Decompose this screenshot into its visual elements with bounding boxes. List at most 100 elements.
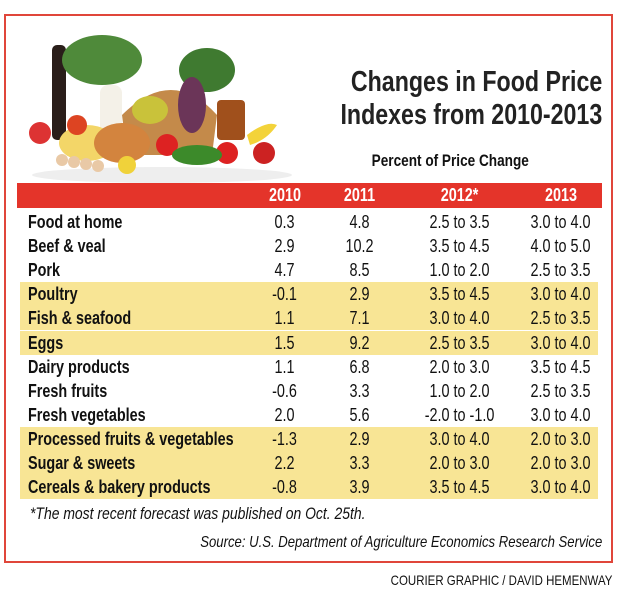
table-cell: 3.9 — [305, 475, 415, 499]
table-cell: 3.0 to 4.0 — [506, 403, 616, 427]
table-cell: 3.5 to 4.5 — [405, 234, 515, 258]
column-header-2012: 2012* — [405, 183, 515, 208]
footnote: *The most recent forecast was published … — [30, 504, 439, 524]
table-cell: 1.1 — [230, 306, 340, 330]
cell-value: 5.6 — [349, 404, 371, 425]
row-label-text: Sugar & sweets — [28, 453, 136, 473]
table-row: Fresh vegetables 2.0 5.6 -2.0 to -1.0 3.0 to… — [20, 403, 598, 427]
cell-value: -0.1 — [272, 284, 298, 305]
table-row: Processed fruits & vegetables -1.3 2.9 3.0 … — [20, 426, 598, 451]
cell-value: 2.5 to 3.5 — [530, 380, 592, 401]
cell-value: 3.9 — [349, 477, 371, 498]
table-row: Fresh fruits -0.6 3.3 1.0 to 2.0 2.5 to 3.5 — [20, 379, 598, 403]
cell-value: 2.9 — [274, 236, 296, 257]
table-cell: 5.6 — [305, 403, 415, 427]
table-cell: -0.8 — [230, 475, 340, 499]
row-label: Eggs — [28, 331, 72, 355]
cell-value: 8.5 — [349, 260, 371, 281]
table-cell: 3.0 to 4.0 — [506, 210, 616, 234]
source-text: Source: U.S. Department of Agriculture E… — [199, 534, 602, 551]
row-label-text: Fresh fruits — [28, 380, 108, 401]
cell-value: 2.2 — [274, 453, 296, 473]
title-line-1: Changes in Food Price — [350, 66, 602, 98]
cell-value: 0.3 — [274, 212, 296, 232]
row-label-text: Pork — [28, 260, 61, 281]
cell-value: 2.5 to 3.5 — [429, 212, 491, 232]
row-label: Fresh fruits — [28, 379, 127, 403]
row-label: Beef & veal — [28, 234, 125, 258]
cell-value: 4.0 to 5.0 — [530, 236, 592, 257]
column-header-text: 2012* — [441, 185, 479, 205]
cell-value: 7.1 — [349, 308, 371, 329]
table-cell: 3.5 to 4.5 — [405, 282, 515, 306]
table-cell: 1.5 — [230, 331, 340, 355]
row-label-text: Beef & veal — [28, 236, 106, 257]
table-cell: 3.0 to 4.0 — [506, 475, 616, 499]
cell-value: -2.0 to -1.0 — [425, 404, 495, 425]
row-label: Fresh vegetables — [28, 403, 175, 427]
cell-value: 3.3 — [349, 453, 371, 473]
table-cell: 2.5 to 3.5 — [506, 379, 616, 403]
cell-value: 1.0 to 2.0 — [429, 380, 491, 401]
row-label: Fish & seafood — [28, 306, 157, 330]
row-label-text: Fresh vegetables — [28, 404, 146, 425]
subtitle: Percent of Price Change — [330, 151, 570, 171]
cell-value: 2.5 to 3.5 — [530, 308, 592, 329]
row-label-text: Dairy products — [28, 356, 130, 377]
row-label: Dairy products — [28, 355, 155, 379]
table-cell: 3.5 to 4.5 — [405, 475, 515, 499]
table-cell: 3.0 to 4.0 — [405, 427, 515, 451]
table-cell: 3.0 to 4.0 — [405, 306, 515, 330]
cell-value: 4.8 — [349, 212, 371, 232]
table-cell: 2.0 to 3.0 — [506, 427, 616, 451]
table-row: Food at home 0.3 4.8 2.5 to 3.5 3.0 to 4.0 — [20, 210, 598, 234]
cell-value: 3.0 to 4.0 — [530, 332, 592, 353]
row-label: Poultry — [28, 282, 90, 306]
table-cell: -0.1 — [230, 282, 340, 306]
table-cell: 2.9 — [230, 234, 340, 258]
table-cell: 0.3 — [230, 210, 340, 234]
row-label: Pork — [28, 258, 68, 282]
cell-value: 2.9 — [349, 428, 371, 449]
source-note: Source: U.S. Department of Agriculture E… — [112, 534, 602, 552]
cell-value: 2.5 to 3.5 — [429, 332, 491, 353]
table-row: Sugar & sweets 2.2 3.3 2.0 to 3.0 2.0 to 3.0 — [20, 451, 598, 475]
column-header-text: 2010 — [268, 185, 302, 205]
table-cell: -2.0 to -1.0 — [405, 403, 515, 427]
table-row: Poultry -0.1 2.9 3.5 to 4.5 3.0 to 4.0 — [20, 282, 598, 307]
table-cell: 4.7 — [230, 258, 340, 282]
table-header: 2010 2011 2012* 2013 — [17, 183, 602, 208]
table-cell: 3.3 — [305, 451, 415, 475]
row-label: Food at home — [28, 210, 146, 234]
cell-value: 3.5 to 4.5 — [530, 356, 592, 377]
table-cell: 2.2 — [230, 451, 340, 475]
cell-value: 9.2 — [349, 332, 371, 353]
table-row: Dairy products 1.1 6.8 2.0 to 3.0 3.5 to 4.5 — [20, 355, 598, 379]
row-label-text: Eggs — [28, 332, 64, 353]
table-cell: 2.5 to 3.5 — [506, 258, 616, 282]
column-header-text: 2013 — [544, 185, 578, 205]
table-cell: 2.5 to 3.5 — [506, 306, 616, 330]
title-line-2: Indexes from 2010-2013 — [340, 99, 602, 131]
cell-value: 3.3 — [349, 380, 371, 401]
cell-value: 2.0 — [274, 404, 296, 425]
table-cell: 3.5 to 4.5 — [506, 355, 616, 379]
cell-value: 3.0 to 4.0 — [429, 308, 491, 329]
cell-value: 3.0 to 4.0 — [530, 212, 592, 232]
footnote-text: *The most recent forecast was published … — [30, 504, 366, 523]
column-header-2011: 2011 — [305, 183, 415, 208]
table-cell: 4.0 to 5.0 — [506, 234, 616, 258]
table-cell: 6.8 — [305, 355, 415, 379]
cell-value: 3.0 to 4.0 — [530, 477, 592, 498]
subtitle-text: Percent of Price Change — [371, 151, 529, 170]
cell-value: 3.5 to 4.5 — [429, 236, 491, 257]
column-header-text: 2011 — [344, 185, 376, 205]
cell-value: 1.1 — [274, 356, 296, 377]
table-row: Fish & seafood 1.1 7.1 3.0 to 4.0 2.5 to 3.5 — [20, 306, 598, 331]
row-label-text: Processed fruits & vegetables — [28, 428, 234, 449]
cell-value: 3.0 to 4.0 — [530, 404, 592, 425]
cell-value: 2.0 to 3.0 — [429, 356, 491, 377]
table-cell: -1.3 — [230, 427, 340, 451]
cell-value: 2.0 to 3.0 — [530, 453, 592, 473]
table-cell: 2.9 — [305, 427, 415, 451]
